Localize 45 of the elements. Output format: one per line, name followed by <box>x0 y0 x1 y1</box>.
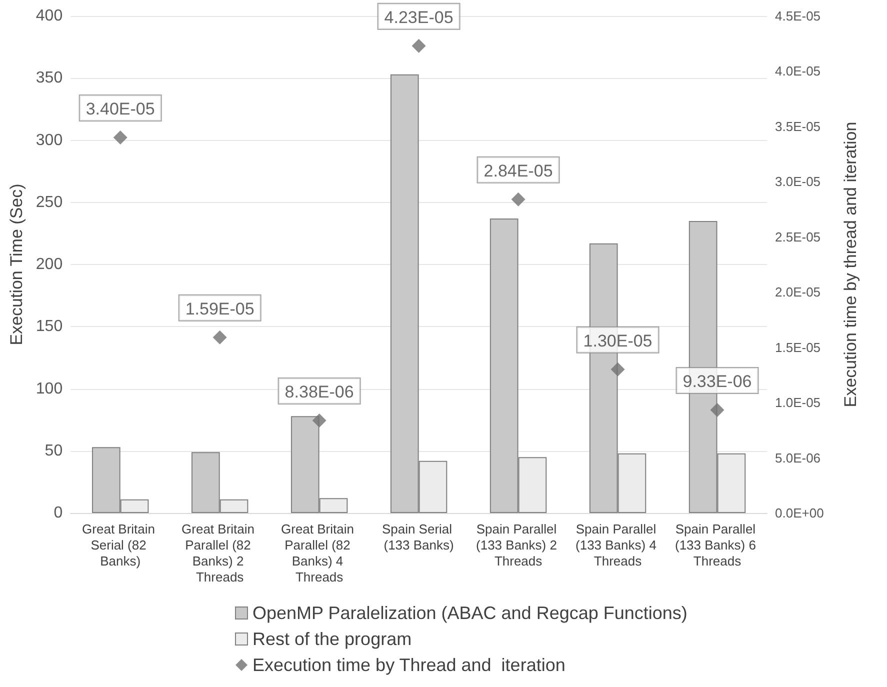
y2-axis-title: Execution time by thread and iteration <box>841 122 860 408</box>
point <box>710 402 724 417</box>
y-tick-label: 350 <box>36 70 63 87</box>
y2-tick-label: 3.5E-05 <box>775 118 821 134</box>
legend-label: Rest of the program <box>252 629 412 649</box>
x-tick-label: Great Britain Parallel (82 Banks) 4 Threads <box>281 522 358 584</box>
data-label: 4.23E-05 <box>384 8 454 27</box>
y2-tick-label: 5.0E-06 <box>775 450 821 466</box>
y2-tick-label: 4.5E-05 <box>775 8 821 24</box>
point <box>412 38 426 53</box>
data-label: 1.30E-05 <box>583 331 652 350</box>
data-label: 9.33E-06 <box>682 372 752 391</box>
data-label: 1.59E-05 <box>185 299 254 318</box>
x-tick-label: Spain Serial (133 Banks) <box>382 522 456 552</box>
data-label: 2.84E-05 <box>484 161 553 180</box>
x-tick-label: Great Britain Parallel (82 Banks) 2 Threads <box>182 522 258 584</box>
y-tick-label: 0 <box>54 504 63 522</box>
y-tick-label: 100 <box>36 380 63 398</box>
point <box>113 130 128 144</box>
point <box>610 362 625 376</box>
y2-tick-label: 1.5E-05 <box>775 340 821 355</box>
data-label: 8.38E-06 <box>284 382 354 402</box>
x-tick-label: Spain Parallel (133 Banks) 6 Threads <box>674 522 760 568</box>
y-axis-title: Execution Time (Sec) <box>7 184 26 346</box>
x-tick-label: Spain Parallel (133 Banks) 4 Threads <box>575 522 660 568</box>
y2-tick-label: 2.5E-05 <box>775 229 821 244</box>
y-tick-label: 200 <box>36 256 63 273</box>
y2-tick-label: 4.0E-05 <box>775 64 821 79</box>
y-tick-label: 250 <box>36 194 63 211</box>
point <box>312 413 326 428</box>
y-tick-label: 150 <box>36 318 63 336</box>
x-tick-label: Spain Parallel (133 Banks) 2 Threads <box>476 522 561 568</box>
point <box>212 330 227 344</box>
y-tick-label: 50 <box>44 442 63 460</box>
y2-tick-label: 1.0E-05 <box>775 395 821 410</box>
y2-tick-label: 2.0E-05 <box>775 284 821 300</box>
x-tick-label: Great Britain Serial (82 Banks) <box>82 522 159 568</box>
point <box>511 192 526 206</box>
legend-label: Execution time by Thread and iteration <box>252 655 566 675</box>
legend-label: OpenMP Paralelization (ABAC and Regcap Functions) <box>252 603 688 623</box>
y2-tick-label: 0.0E+00 <box>775 506 824 520</box>
data-label: 3.40E-05 <box>86 99 155 118</box>
y-tick-label: 400 <box>36 8 63 24</box>
y-tick-label: 300 <box>36 132 63 149</box>
y2-tick-label: 3.0E-05 <box>775 174 821 190</box>
